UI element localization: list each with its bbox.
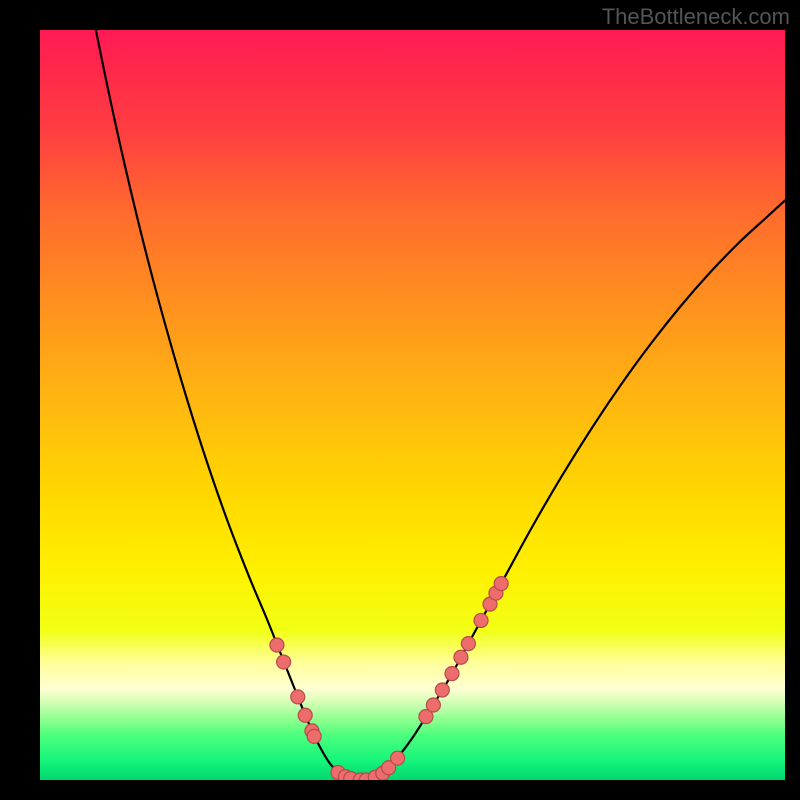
watermark-text: TheBottleneck.com (602, 4, 790, 30)
data-marker (445, 667, 459, 681)
chart-plot-area (40, 30, 785, 780)
data-marker (494, 577, 508, 591)
data-marker (461, 637, 475, 651)
data-marker (391, 751, 405, 765)
chart-background (40, 30, 785, 780)
data-marker (426, 698, 440, 712)
chart-svg (40, 30, 785, 780)
data-marker (277, 655, 291, 669)
data-marker (270, 638, 284, 652)
data-marker (291, 690, 305, 704)
data-marker (435, 683, 449, 697)
data-marker (307, 729, 321, 743)
data-marker (454, 650, 468, 664)
data-marker (298, 708, 312, 722)
data-marker (474, 613, 488, 627)
